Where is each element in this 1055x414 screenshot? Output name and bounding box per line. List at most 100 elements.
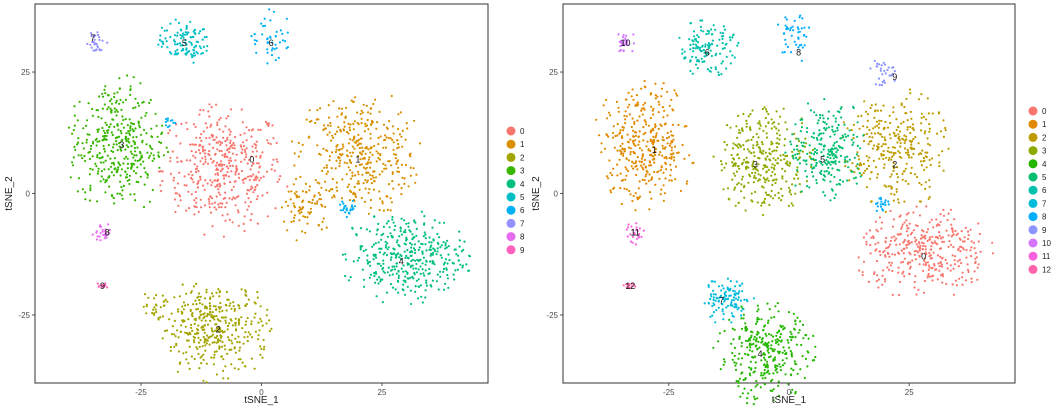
point <box>366 118 369 122</box>
point <box>748 344 751 347</box>
point <box>112 150 115 154</box>
point <box>445 246 449 249</box>
point <box>439 254 442 257</box>
point <box>84 159 87 163</box>
point <box>415 279 418 282</box>
point <box>720 169 723 172</box>
point <box>866 126 869 129</box>
point <box>261 324 264 327</box>
point <box>796 169 799 172</box>
point <box>153 306 156 309</box>
point <box>924 151 927 154</box>
point <box>621 36 625 39</box>
point <box>902 120 905 124</box>
point <box>892 111 895 114</box>
point <box>118 135 121 138</box>
point <box>176 160 179 164</box>
point <box>406 127 409 130</box>
point <box>208 136 211 139</box>
point <box>638 195 642 198</box>
point <box>218 118 221 121</box>
point <box>740 357 744 360</box>
point <box>203 331 206 334</box>
point <box>797 137 800 140</box>
point <box>454 269 457 272</box>
point <box>965 248 968 252</box>
point <box>393 248 396 251</box>
point <box>299 150 302 153</box>
point <box>98 235 101 238</box>
point <box>365 166 368 169</box>
point <box>229 159 233 162</box>
point <box>268 319 271 322</box>
point <box>226 138 229 141</box>
point <box>826 153 830 156</box>
point <box>111 118 114 121</box>
point <box>895 118 898 121</box>
point <box>258 165 262 168</box>
point <box>758 336 761 339</box>
point <box>202 45 205 49</box>
point <box>858 172 862 175</box>
point <box>877 278 881 281</box>
point <box>259 176 262 180</box>
point <box>365 104 368 107</box>
point <box>781 194 784 197</box>
point <box>204 319 207 322</box>
point <box>158 170 161 173</box>
point <box>812 136 816 139</box>
point <box>116 149 119 152</box>
point <box>208 143 211 146</box>
point <box>876 176 879 179</box>
point <box>823 127 826 130</box>
point <box>638 233 641 236</box>
point <box>270 49 273 52</box>
point <box>308 135 311 138</box>
point <box>233 309 236 312</box>
point <box>754 385 757 388</box>
point <box>195 50 198 54</box>
point <box>409 166 412 169</box>
point <box>162 42 165 46</box>
point <box>186 128 189 131</box>
point <box>930 245 933 248</box>
point <box>196 165 199 168</box>
point <box>374 242 377 245</box>
point <box>749 113 752 116</box>
point <box>837 144 841 148</box>
point <box>638 130 641 133</box>
point <box>349 138 352 141</box>
point <box>396 139 399 142</box>
point <box>158 140 161 144</box>
point <box>313 202 317 205</box>
point <box>317 118 320 121</box>
point <box>872 159 875 162</box>
point <box>660 166 663 169</box>
point <box>98 36 101 39</box>
point <box>964 279 968 282</box>
point <box>193 199 196 202</box>
point <box>921 241 924 244</box>
point <box>220 206 223 209</box>
point <box>862 125 865 128</box>
point <box>370 182 373 185</box>
point <box>642 163 646 166</box>
point <box>635 226 638 229</box>
point <box>646 171 649 174</box>
point <box>773 125 776 128</box>
point <box>77 141 80 144</box>
point <box>377 282 380 285</box>
point <box>753 370 756 373</box>
point <box>413 220 416 223</box>
point <box>353 147 356 150</box>
point <box>397 113 400 116</box>
point <box>190 326 193 329</box>
point <box>205 288 208 291</box>
point <box>118 102 121 105</box>
point <box>952 245 955 249</box>
point <box>204 179 207 182</box>
point <box>901 272 904 275</box>
point <box>884 120 887 124</box>
point <box>353 185 356 189</box>
point <box>169 22 172 25</box>
